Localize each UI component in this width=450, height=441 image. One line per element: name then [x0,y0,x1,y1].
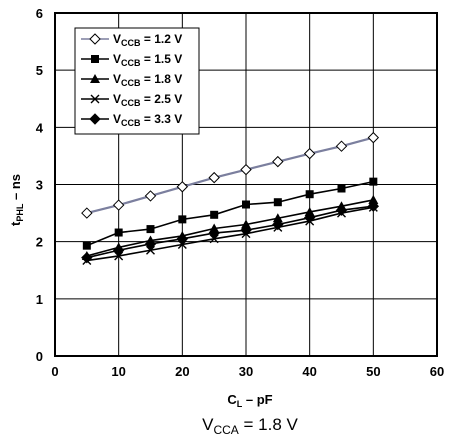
data-point [240,163,252,176]
data-point [242,200,250,209]
data-point [90,74,100,83]
data-point [176,233,189,245]
data-point [241,219,251,229]
data-point [335,204,348,216]
legend-label: VCCB = 1.8 V [113,72,182,88]
data-point [305,190,314,199]
y-tick-label: 2 [36,235,43,250]
series-line [86,136,374,215]
data-point [272,213,283,223]
data-point [177,240,187,250]
data-point [337,184,346,193]
series-line [86,206,374,262]
plot-frame [54,12,438,357]
series-1 [81,131,380,219]
data-point [81,207,93,219]
data-point [272,155,284,168]
data-point [367,131,380,144]
y-tick-label: 0 [36,349,43,364]
data-point [304,206,315,216]
data-point [144,238,157,250]
data-point [208,171,220,184]
data-point [91,55,99,63]
series-5 [81,200,380,264]
data-point [146,225,155,234]
chart-caption: VCCA = 1.8 V [202,415,298,437]
y-tick-label: 4 [36,120,44,135]
legend-label: VCCB = 1.2 V [113,32,182,48]
data-point [240,224,252,236]
legend-label: VCCB = 2.5 V [113,92,182,108]
data-point [368,194,379,204]
data-point [303,147,316,160]
data-point [335,140,348,152]
data-point [90,94,100,104]
series-line [86,199,374,257]
y-tick-label: 6 [36,6,43,21]
data-point [112,199,125,211]
data-point [82,241,91,250]
legend-label: VCCB = 1.5 V [113,52,182,68]
x-tick-label: 50 [366,364,380,379]
y-tick-label: 5 [36,63,43,78]
data-point [369,177,378,186]
data-point [176,181,189,193]
data-point [303,211,316,224]
y-axis-label: tPHL – ns [8,174,25,226]
x-tick-label: 10 [111,364,125,379]
legend: VCCB = 1.2 V VCCB = 1.5 V VCCB = 1.8 V VCCB… [74,27,200,135]
data-point [210,210,219,219]
series-line [86,180,374,247]
x-tick-label: 40 [302,364,316,379]
data-series [81,131,380,266]
data-point [144,190,157,202]
data-point [89,113,101,125]
legend-label: VCCB = 3.3 V [113,112,182,128]
data-point [89,33,101,45]
data-point [178,215,187,224]
data-point [114,228,123,237]
data-point [81,251,93,264]
data-point [209,234,219,244]
data-point [208,227,220,239]
y-tick-label: 1 [36,292,43,307]
data-point [272,218,284,231]
x-tick-label: 30 [239,364,253,379]
series-2 [82,177,378,250]
x-axis-label: CL – pF [227,392,272,409]
data-point [367,200,380,212]
legend-item: VCCB = 1.5 V [81,52,182,68]
legend-item: VCCB = 2.5 V [81,92,182,108]
data-point [112,244,125,256]
x-tick-label: 60 [430,364,444,379]
x-tick-label: 20 [175,364,189,379]
data-point [114,251,124,261]
legend-item: VCCB = 1.8 V [81,72,182,88]
x-tick-label: 0 [51,364,58,379]
series-line [86,205,374,259]
data-point [273,198,282,207]
data-point [146,245,155,255]
legend-item: VCCB = 3.3 V [81,112,182,128]
tick-labels: 0 10 20 30 40 50 60 0 1 2 3 4 5 6 [36,6,444,379]
legend-item: VCCB = 1.2 V [81,32,182,48]
y-tick-label: 3 [36,178,43,193]
